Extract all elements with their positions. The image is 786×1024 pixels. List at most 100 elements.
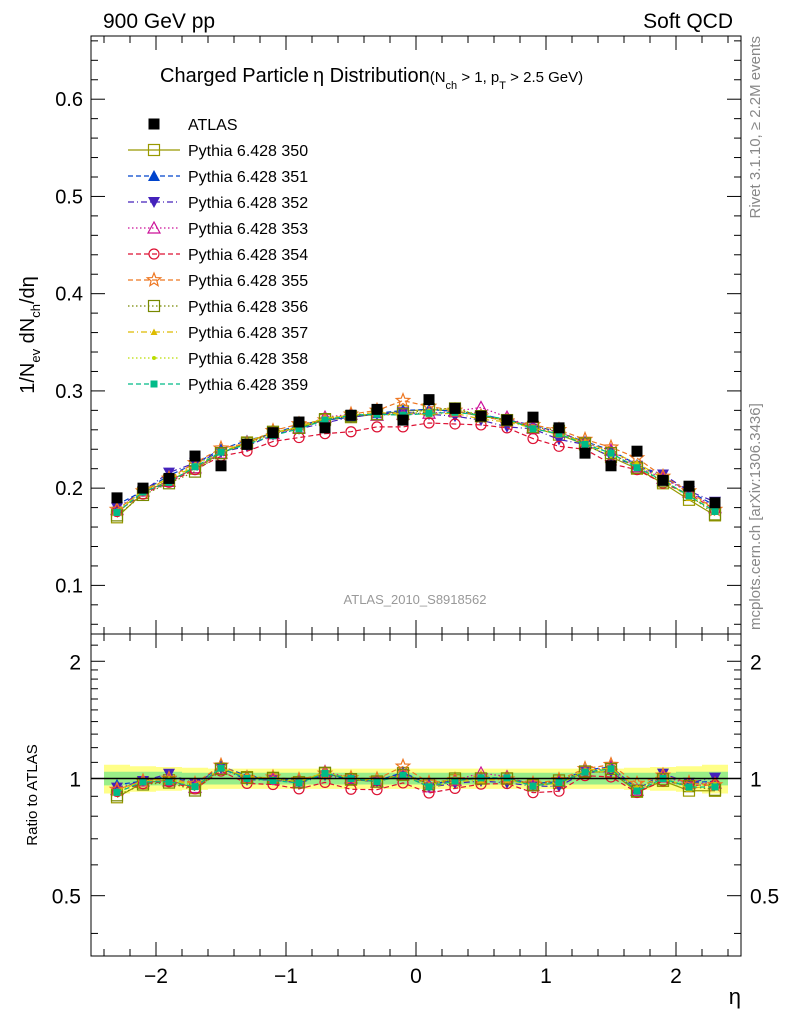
data-point <box>631 445 643 457</box>
data-point <box>579 447 591 459</box>
header-left: 900 GeV pp <box>103 10 215 33</box>
data-point <box>425 409 433 417</box>
ratio-ytick-label-right: 2 <box>750 651 762 674</box>
legend-label: Pythia 6.428 352 <box>188 195 308 212</box>
series-line <box>116 407 716 516</box>
series-line <box>116 399 716 510</box>
main-ytick-label: 0.6 <box>55 89 83 111</box>
data-point <box>527 432 539 445</box>
data-point <box>604 447 618 460</box>
legend-entry: Pythia 6.428 354 <box>128 247 308 264</box>
legend-label: Pythia 6.428 351 <box>188 169 308 186</box>
ratio-point <box>269 776 277 784</box>
data-point <box>241 438 253 450</box>
data-point <box>683 480 695 492</box>
data-point <box>553 440 565 452</box>
series-line <box>116 407 716 511</box>
main-ytick-label: 0.1 <box>55 575 83 597</box>
legend-marker <box>148 170 160 181</box>
legend-marker <box>147 143 161 157</box>
ratio-ytick-label-right: 1 <box>750 768 762 791</box>
series-atlas <box>111 394 721 509</box>
title-eta: η <box>313 65 324 87</box>
series-line <box>116 422 716 512</box>
data-point <box>711 507 719 515</box>
data-point <box>371 403 383 415</box>
mcplots-label: mcplots.cern.ch [arXiv:1306.3436] <box>747 403 764 630</box>
legend-entry: Pythia 6.428 352 <box>128 195 308 212</box>
data-point <box>475 410 487 422</box>
rivet-label: Rivet 3.1.10, ≥ 2.2M events <box>747 36 764 219</box>
data-point <box>633 464 641 472</box>
data-point <box>501 414 513 426</box>
legend-entry: Pythia 6.428 356 <box>128 299 308 316</box>
legend-label: ATLAS <box>188 117 238 134</box>
main-ytick-label: 0.3 <box>55 381 83 403</box>
ratio-point <box>399 771 407 779</box>
ylabel-b: dN <box>17 318 39 349</box>
title-cond-end: > 2.5 GeV) <box>506 69 583 86</box>
legend-entry: Pythia 6.428 350 <box>128 143 308 160</box>
ratio-line <box>116 767 716 793</box>
data-point <box>111 492 123 504</box>
ratio-point <box>139 778 147 786</box>
ylabel-a-sub: ev <box>28 348 43 362</box>
series-pythia-6-428-353 <box>109 400 723 516</box>
data-point <box>553 422 565 434</box>
data-point <box>189 450 201 462</box>
chart-title: Charged Particle η Distribution(Nch > 1, … <box>160 65 583 92</box>
header-right: Soft QCD <box>643 10 733 33</box>
ratio-xtick-label: 2 <box>670 965 682 988</box>
ylabel-b-sub: ch <box>28 304 43 318</box>
data-point <box>345 409 357 421</box>
data-point <box>217 448 225 456</box>
data-point <box>267 427 279 439</box>
title-cond-open: (N <box>430 69 446 86</box>
main-series-layer <box>108 391 724 524</box>
legend-marker <box>148 248 160 260</box>
ratio-ytick-label: 0.5 <box>52 886 81 909</box>
ratio-line <box>116 764 716 791</box>
legend-marker <box>145 271 163 288</box>
legend-marker <box>148 197 160 208</box>
ratio-point <box>607 765 615 773</box>
ratio-point <box>370 775 384 788</box>
legend-marker <box>147 299 161 313</box>
ratio-point <box>321 769 329 777</box>
legend-marker <box>148 118 160 130</box>
ratio-point <box>685 783 693 791</box>
ratio-point <box>295 779 303 787</box>
legend-label: Pythia 6.428 354 <box>188 247 308 264</box>
data-point <box>394 391 412 408</box>
data-point <box>555 430 563 438</box>
legend-label: Pythia 6.428 356 <box>188 299 308 316</box>
ratio-point <box>191 783 199 791</box>
title-cond-sub1: ch <box>446 80 458 92</box>
legend: ATLAS Pythia 6.428 350 Pythia 6.428 351 Pyt… <box>128 117 308 394</box>
legend-entry: Pythia 6.428 359 <box>128 377 308 394</box>
data-point <box>319 422 331 434</box>
data-point <box>215 460 227 472</box>
ratio-ylabel: Ratio to ATLAS <box>24 744 41 845</box>
data-point <box>397 414 409 426</box>
ratio-ytick-label-right: 0.5 <box>750 886 779 909</box>
data-point <box>449 402 461 414</box>
ratio-xtick-label: −2 <box>144 965 168 988</box>
legend-label: Pythia 6.428 359 <box>188 377 308 394</box>
legend-marker <box>150 380 158 388</box>
ratio-frame <box>90 633 742 957</box>
ratio-point <box>396 768 410 781</box>
legend-label: Pythia 6.428 350 <box>188 143 308 160</box>
ratio-line <box>116 767 716 792</box>
data-point <box>321 416 329 424</box>
ratio-point <box>451 777 459 785</box>
ratio-point <box>113 788 121 796</box>
data-point <box>449 418 461 430</box>
ratio-xtick-label: −1 <box>274 965 298 988</box>
ratio-point <box>111 782 123 794</box>
ratio-axis-ticks: 0.5 0.5 1 1 2 2 −2 −1 0 1 2 <box>52 634 779 988</box>
data-point <box>163 472 175 484</box>
main-panel: 0.1 0.2 0.3 0.4 0.5 0.6 Charged Particle η Dis… <box>55 35 742 635</box>
ratio-point <box>555 778 563 786</box>
ratio-ytick-label: 1 <box>69 768 81 791</box>
